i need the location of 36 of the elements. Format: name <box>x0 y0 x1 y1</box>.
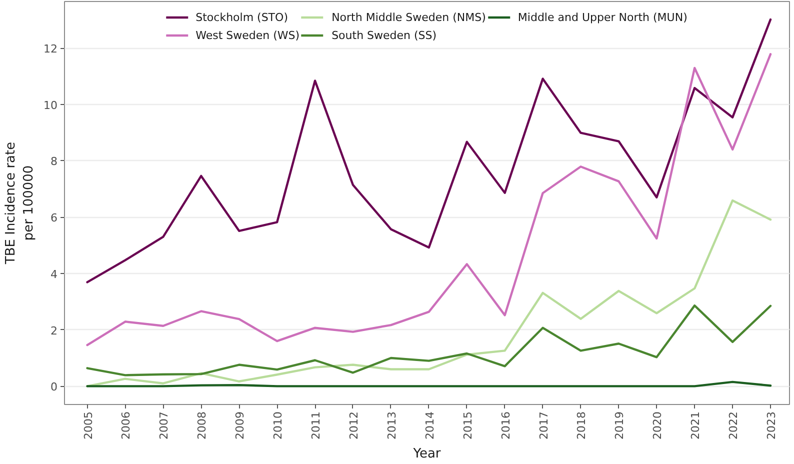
y-axis-title: TBE Incidence rate per 100000 <box>4 142 37 266</box>
y-tick-label: 12 <box>44 42 58 56</box>
x-tick-label: 2020 <box>651 411 664 440</box>
y-tick-label: 2 <box>50 324 58 338</box>
x-axis-title: Year <box>412 446 442 462</box>
x-tick-label: 2019 <box>613 411 626 440</box>
x-tick-label: 2014 <box>423 411 436 440</box>
legend-label: Stockholm (STO) <box>196 10 288 25</box>
legend-label: South Sweden (SS) <box>332 28 437 43</box>
legend-label: Middle and Upper North (MUN) <box>518 10 688 25</box>
line-series <box>86 199 772 388</box>
x-tick-label: 2006 <box>120 411 133 440</box>
x-tick-label: 2022 <box>727 411 740 440</box>
x-tick-label: 2007 <box>158 411 171 440</box>
x-tick-label: 2018 <box>575 411 588 440</box>
x-tick-label: 2023 <box>765 411 778 440</box>
x-tick-label: 2017 <box>537 411 550 440</box>
x-tick-label: 2009 <box>234 411 247 440</box>
y-tick-label: 6 <box>50 212 58 225</box>
x-tick-label: 2011 <box>310 411 323 440</box>
x-tick-label: 2016 <box>499 411 512 440</box>
x-tick-label: 2021 <box>689 411 702 440</box>
x-tick-label: 2010 <box>272 411 285 440</box>
legend-label: North Middle Sweden (NMS) <box>332 10 486 25</box>
legend-label: West Sweden (WS) <box>196 28 300 43</box>
x-tick-label: 2005 <box>82 411 95 440</box>
y-tick-label: 4 <box>50 268 58 281</box>
x-tick-label: 2008 <box>196 411 209 440</box>
line-series <box>86 53 772 346</box>
x-tick-label: 2013 <box>385 411 398 440</box>
y-tick-label: 0 <box>50 380 58 394</box>
line-series <box>86 304 772 376</box>
x-tick-label: 2012 <box>347 411 360 440</box>
y-tick-label: 10 <box>44 98 58 112</box>
x-tick-label: 2015 <box>461 411 474 440</box>
y-tick-label: 8 <box>50 155 58 168</box>
